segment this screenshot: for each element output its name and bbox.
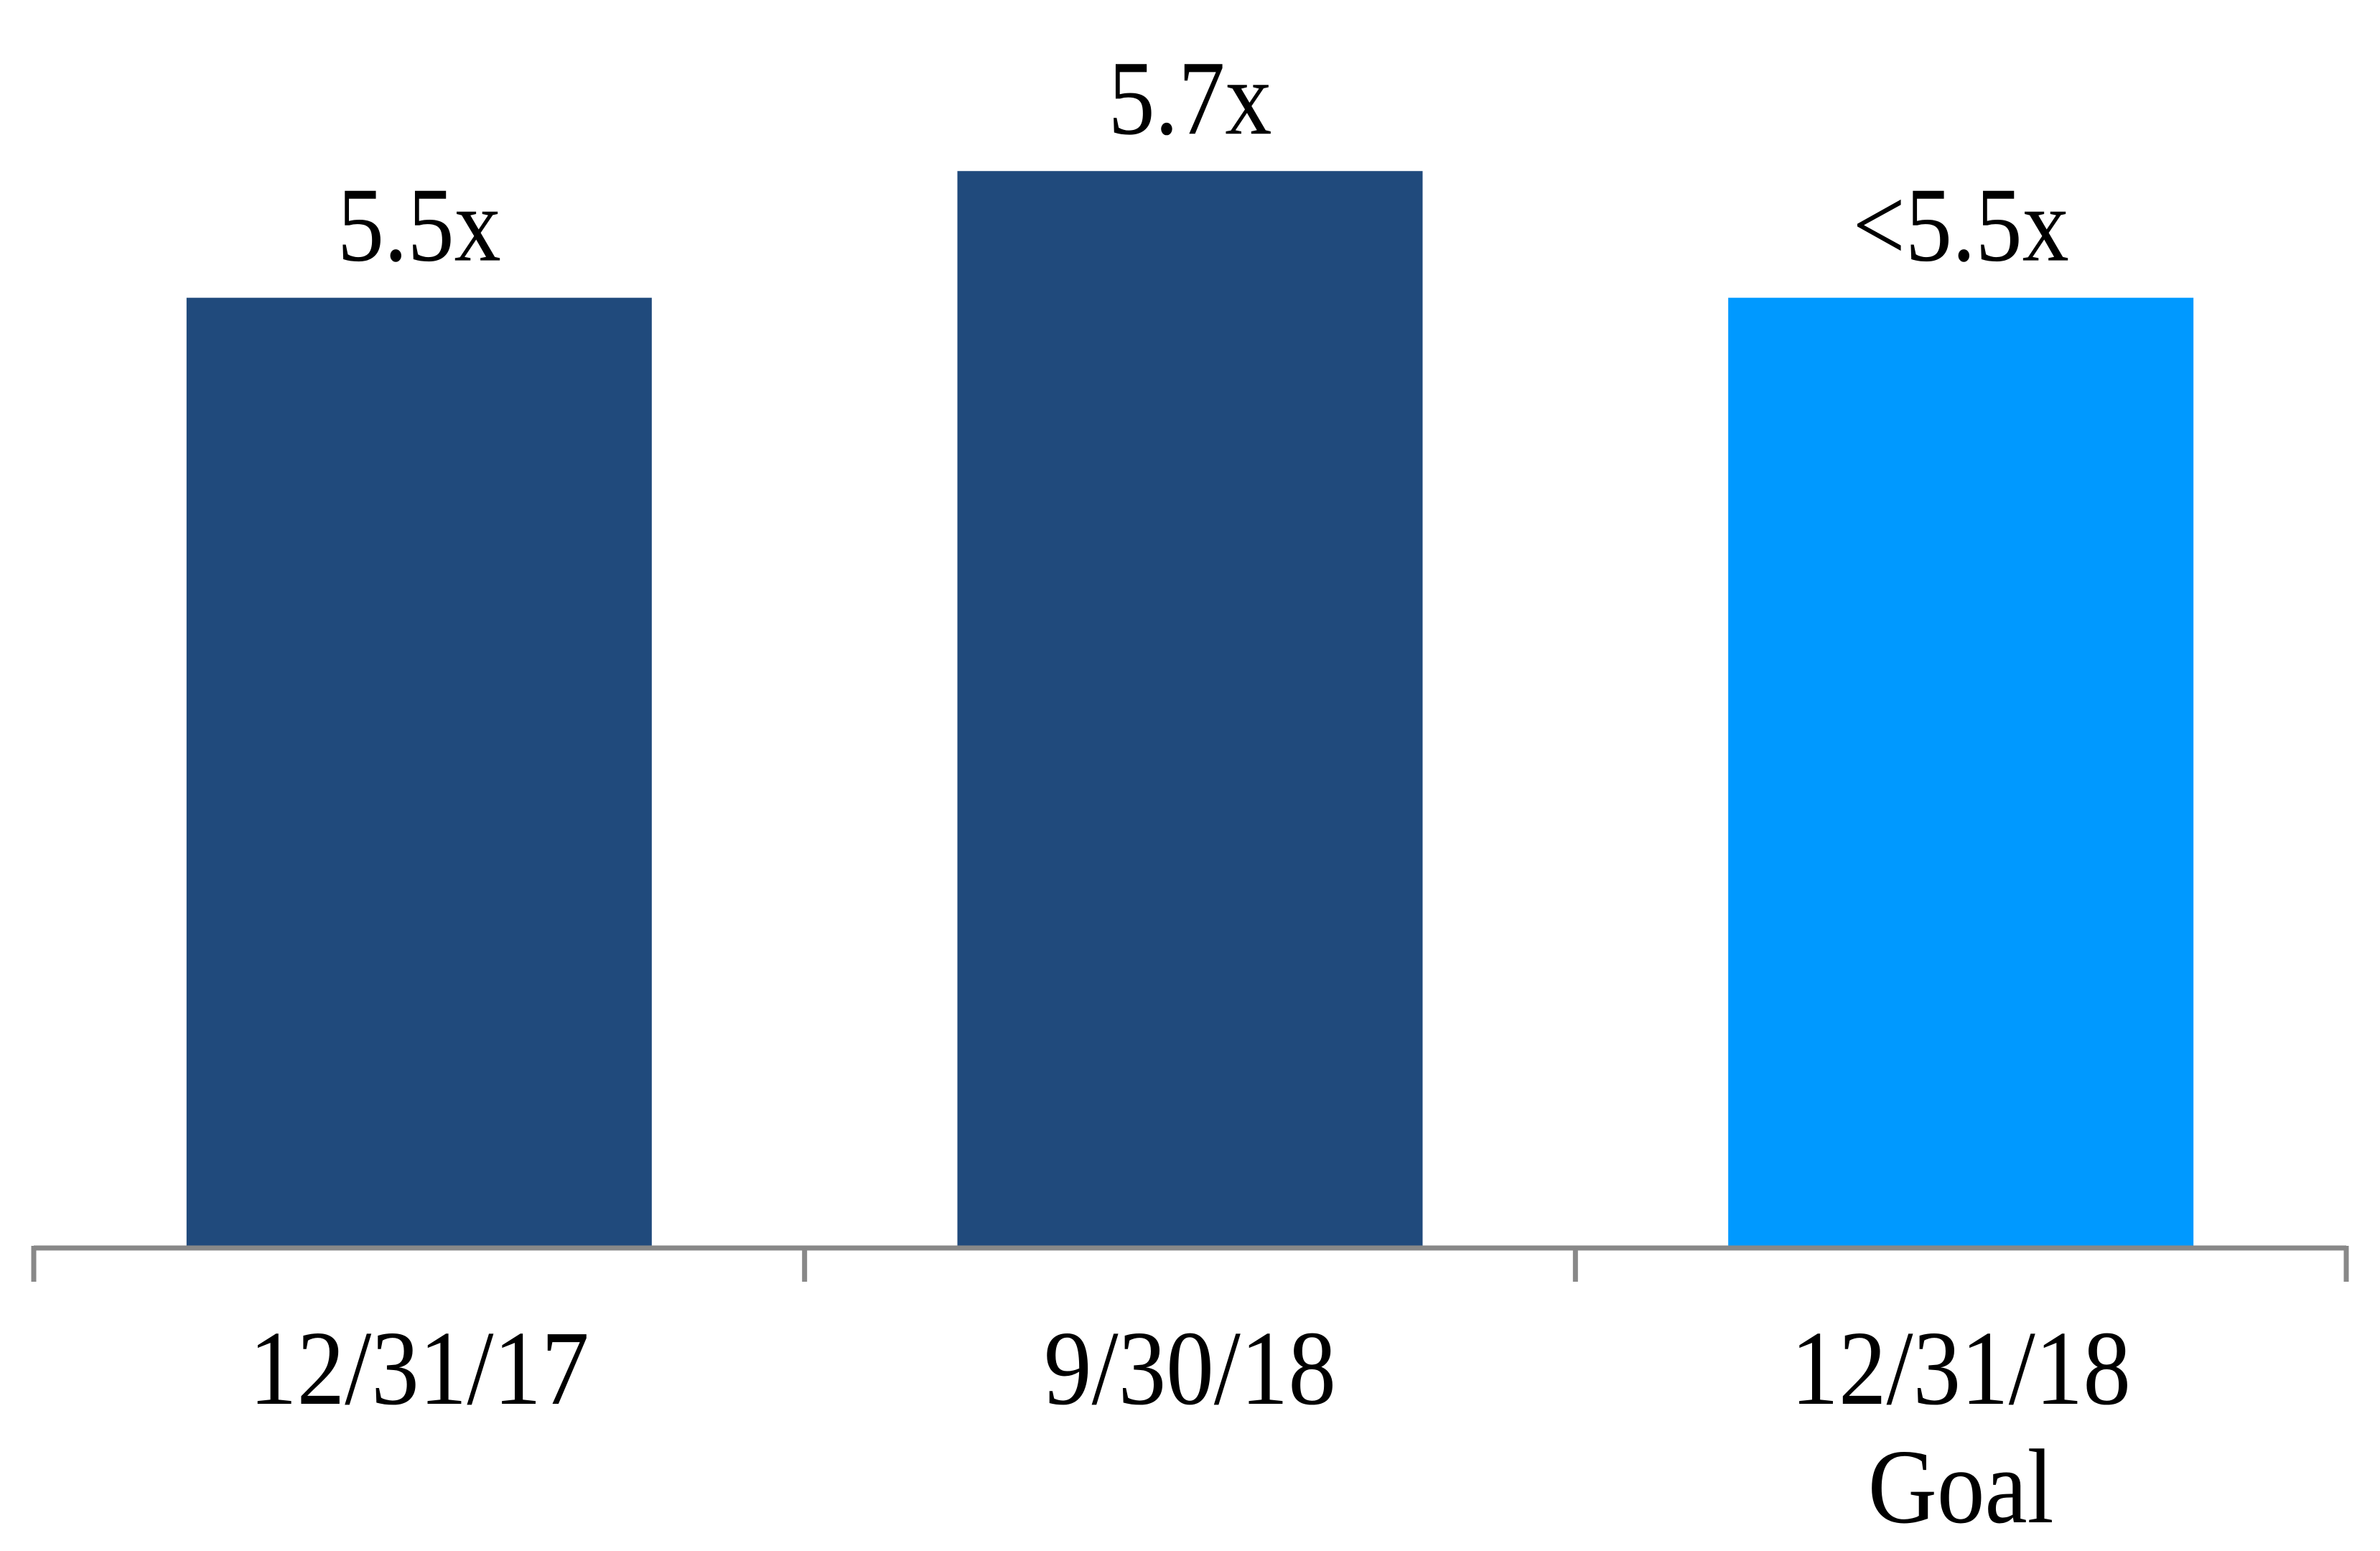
data-label: 5.7x — [1109, 40, 1272, 157]
data-label: 5.5x — [337, 167, 501, 284]
bar — [1728, 297, 2194, 1249]
x-tick-label: 12/31/18 — [1791, 1310, 2131, 1427]
x-tick-label: 12/31/17 — [249, 1310, 589, 1427]
data-label: <5.5x — [1852, 167, 2068, 284]
bar — [957, 171, 1423, 1249]
x-tick-label: 9/30/18 — [1044, 1310, 1336, 1427]
x-tick-label: Goal — [1868, 1429, 2054, 1546]
bar — [186, 297, 652, 1249]
